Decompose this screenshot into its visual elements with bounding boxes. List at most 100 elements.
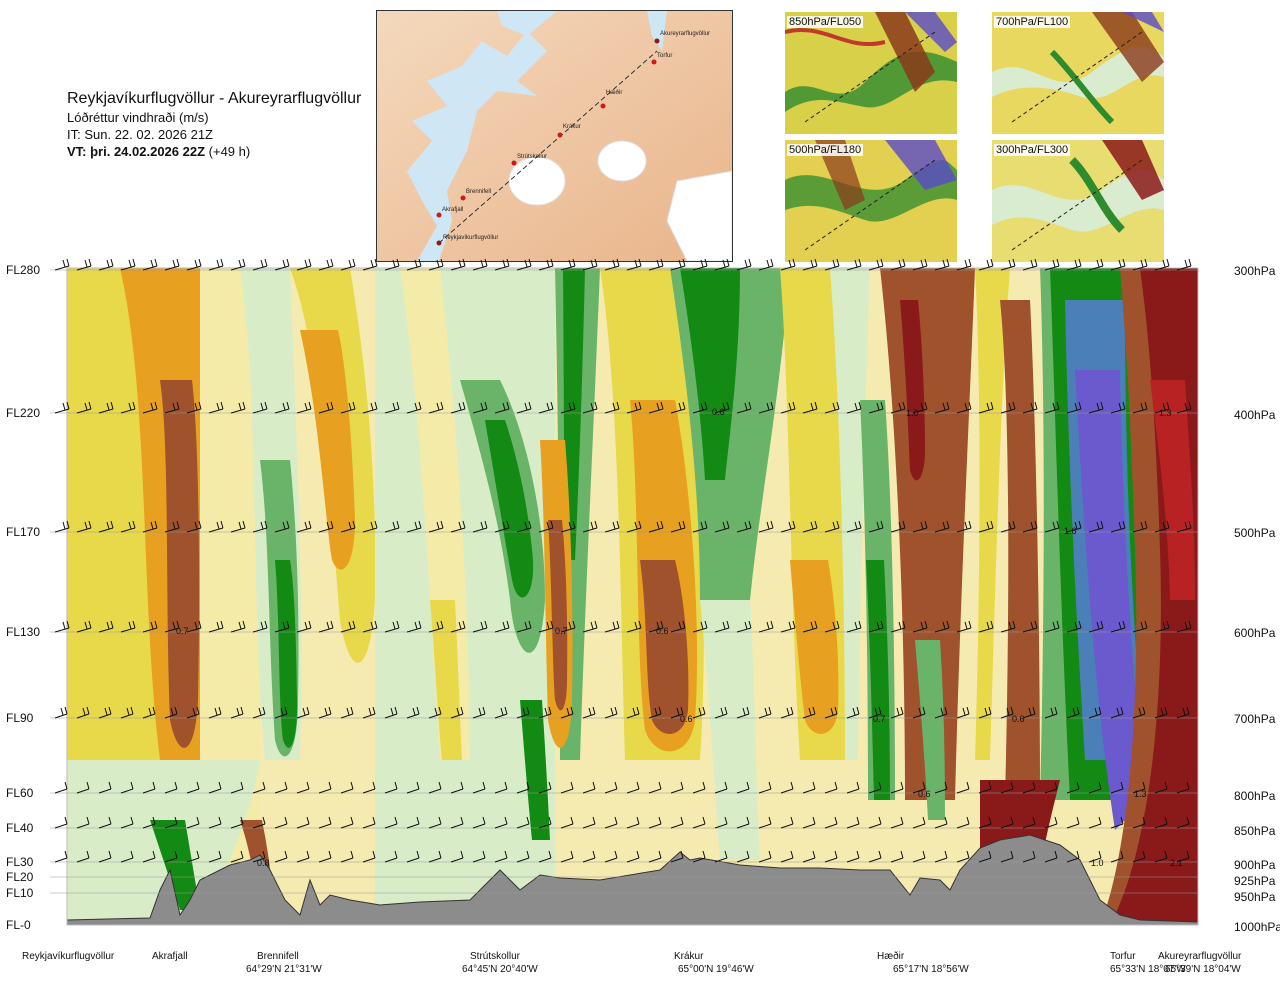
thumbnail-500hpa[interactable]: 500hPa/FL180 [785,140,957,262]
wind-barb [1176,520,1192,533]
wind-barb [824,706,838,719]
wind-barb [274,706,288,719]
wind-barb [98,781,112,794]
wind-barb [670,706,684,719]
station-label: Brennifell [257,951,299,962]
wind-barb [846,520,862,533]
wind-barb [76,258,92,271]
wind-barb [912,401,928,414]
wind-barb [714,816,728,829]
hpa-label: 900hPa [1234,858,1276,872]
wind-barb [1110,620,1126,633]
wind-barb [472,706,486,719]
wind-barb [362,258,378,271]
wind-barb [868,850,882,863]
wind-barb [274,781,288,794]
wind-barb [934,781,948,794]
level-lines [50,269,1198,894]
thumbnail-300hpa[interactable]: 300hPa/FL300 [992,140,1164,262]
wind-barb [384,850,398,863]
wind-barb [1132,781,1146,794]
wind-barb [846,401,862,414]
wind-barb [230,520,246,533]
wind-barb [1066,816,1080,829]
wind-barb [560,620,576,633]
thumb-map [992,140,1164,262]
station-coord: 64°29'N 21°31'W [246,964,322,975]
wind-barb [538,816,552,829]
wind-barb [1088,620,1104,633]
station-coord: 65°33'N 18°07'W [1110,964,1186,975]
wind-barb [54,850,68,863]
wind-barb [912,781,926,794]
route-map[interactable]: Akureyrarflugvöllur Torfur Hæðir Krákur … [376,10,733,262]
wind-barb [1044,850,1058,863]
wind-barb [516,620,532,633]
vertical-velocity-field [67,268,1198,925]
thumbnail-850hpa[interactable]: 850hPa/FL050 [785,12,957,134]
wind-barb [1000,781,1014,794]
wind-barb [714,706,728,719]
wind-barb [956,520,972,533]
wind-barb [626,850,640,863]
wind-barb [714,620,730,633]
wind-barb [538,706,552,719]
wind-barb [340,706,354,719]
wind-barb [318,258,334,271]
thumbnail-label: 700hPa/FL100 [994,16,1071,28]
wind-barb [736,706,750,719]
thumb-map [785,12,957,134]
wind-barb [318,620,334,633]
initial-time: IT: Sun. 22. 02. 2026 21Z [67,127,213,142]
thumbnail-700hpa[interactable]: 700hPa/FL100 [992,12,1164,134]
route-point [557,132,563,138]
station-coord: 65°17'N 18°56'W [893,964,969,975]
wind-barb [1066,850,1080,863]
wind-barb [318,520,334,533]
wind-barb [1022,401,1038,414]
wind-barb [824,850,838,863]
wind-barb [1066,258,1082,271]
wind-barb [252,706,266,719]
wind-barb [494,781,508,794]
wind-barb [1176,258,1192,271]
wind-barb [626,401,642,414]
wind-barb [758,258,774,271]
wind-barb [846,850,860,863]
wind-barb [802,706,816,719]
wind-barb [384,401,400,414]
wind-barb [406,620,422,633]
wind-barb [1022,706,1036,719]
route-point [654,38,660,44]
thumbnail-label: 850hPa/FL050 [787,16,864,28]
hpa-label: 300hPa [1234,264,1276,278]
wind-barb [274,850,288,863]
wind-barb [274,520,290,533]
wind-barb [428,781,442,794]
wind-barb [978,816,992,829]
wind-barb [230,620,246,633]
fl-label: FL30 [6,855,34,869]
glacier-vatnajokull [666,170,732,261]
wind-barb [142,706,156,719]
wind-barb [912,620,928,633]
wind-barb [670,781,684,794]
wind-barb [450,401,466,414]
wind-barb [1044,706,1058,719]
wind-barb [1110,520,1126,533]
wind-barb [340,520,356,533]
wind-barb [362,620,378,633]
wind-barb [296,520,312,533]
wind-barb [98,401,114,414]
wind-barb [934,620,950,633]
thumb-map [785,140,957,262]
contour-label: 1.0 [1091,858,1104,868]
wind-barb [846,258,862,271]
station-label: Strútskollur [470,951,521,962]
route-point [511,160,517,166]
wind-barb [472,620,488,633]
valid-time-bold: VT: þri. 24.02.2026 22Z [67,144,206,159]
wind-barb [516,401,532,414]
wind-barb [1088,258,1104,271]
